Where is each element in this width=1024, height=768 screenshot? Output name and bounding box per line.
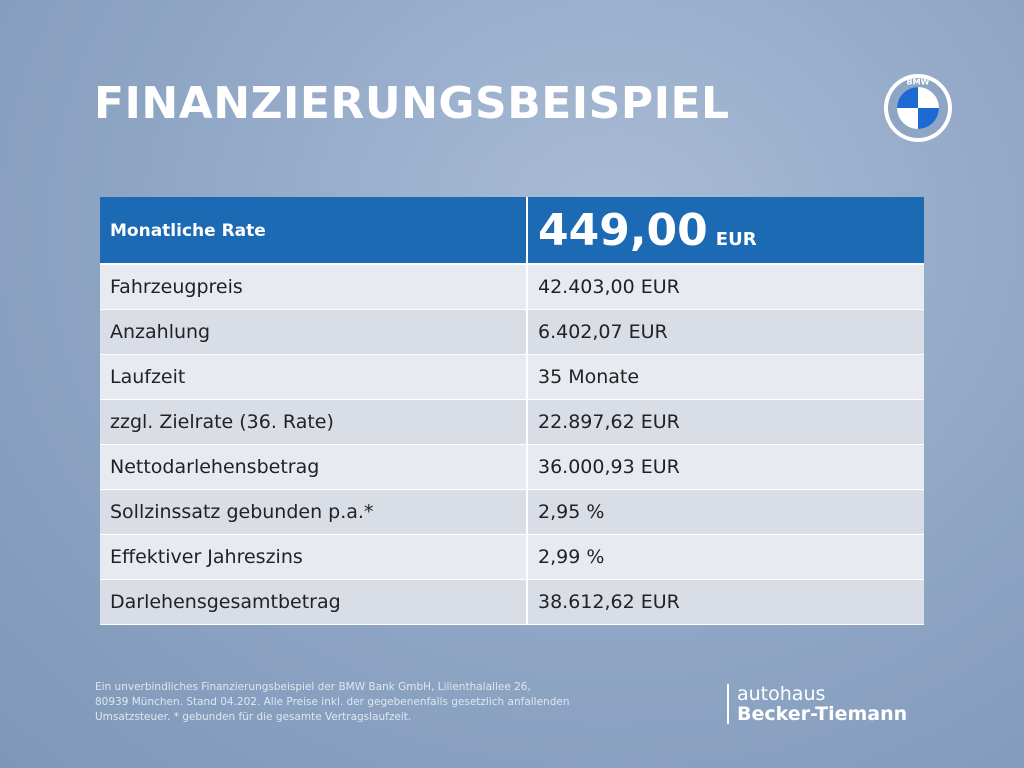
disclaimer-line: Umsatzsteuer. * gebunden für die gesamte…: [95, 711, 412, 723]
header-cell: 449,00 EUR: [527, 197, 924, 265]
table-cell: Nettodarlehensbetrag: [100, 444, 528, 490]
table-row: Anzahlung 6.402,07 EUR: [100, 309, 924, 355]
table-cell: zzgl. Zielrate (36. Rate): [100, 399, 528, 445]
table-row: Laufzeit 35 Monate: [100, 354, 924, 400]
table-cell: Darlehensgesamtbetrag: [100, 579, 528, 625]
table-cell: Sollzinssatz gebunden p.a.*: [100, 489, 528, 535]
brand-logo-text: BMW: [907, 78, 930, 87]
page-title: FINANZIERUNGSBEISPIEL: [94, 78, 730, 129]
brand-logo: BMW: [884, 74, 952, 142]
disclaimer-line: 80939 München. Stand 04.202. Alle Preise…: [95, 696, 570, 708]
table-cell: 38.612,62 EUR: [527, 579, 924, 625]
table-cell: Anzahlung: [100, 309, 528, 355]
dealer-line: Becker-Tiemann: [737, 703, 908, 725]
table-row: Darlehensgesamtbetrag 38.612,62 EUR: [100, 579, 924, 625]
table-cell: 2,99 %: [527, 534, 924, 580]
table-row: Fahrzeugpreis 42.403,00 EUR: [100, 264, 924, 310]
header-currency: EUR: [715, 228, 757, 250]
table-cell: 35 Monate: [527, 354, 924, 400]
header-cell: Monatliche Rate: [100, 197, 528, 265]
table-cell: 6.402,07 EUR: [527, 309, 924, 355]
table-row: Effektiver Jahreszins 2,99 %: [100, 534, 924, 580]
table-row: zzgl. Zielrate (36. Rate) 22.897,62 EUR: [100, 399, 924, 445]
table-cell: 2,95 %: [527, 489, 924, 535]
header-label: Monatliche Rate: [110, 221, 266, 241]
dealer-line: autohaus: [737, 683, 826, 705]
table-header: Monatliche Rate 449,00 EUR: [100, 197, 924, 265]
table-cell: 36.000,93 EUR: [527, 444, 924, 490]
table-cell: Fahrzeugpreis: [100, 264, 528, 310]
dealer-logo: autohaus Becker-Tiemann: [727, 684, 907, 724]
table-cell: Laufzeit: [100, 354, 528, 400]
table-row: Nettodarlehensbetrag 36.000,93 EUR: [100, 444, 924, 490]
finance-table: Monatliche Rate 449,00 EUR Fahrzeugpreis 4…: [100, 197, 924, 625]
disclaimer: Ein unverbindliches Finanzierungsbeispie…: [95, 680, 569, 725]
table-cell: 22.897,62 EUR: [527, 399, 924, 445]
table-body: Monatliche Rate 449,00 EUR Fahrzeugpreis 4…: [100, 197, 924, 625]
table-row: Sollzinssatz gebunden p.a.* 2,95 %: [100, 489, 924, 535]
table-cell: 42.403,00 EUR: [527, 264, 924, 310]
table-cell: Effektiver Jahreszins: [100, 534, 528, 580]
disclaimer-line: Ein unverbindliches Finanzierungsbeispie…: [95, 681, 531, 693]
header-amount: 449,00: [538, 204, 708, 256]
